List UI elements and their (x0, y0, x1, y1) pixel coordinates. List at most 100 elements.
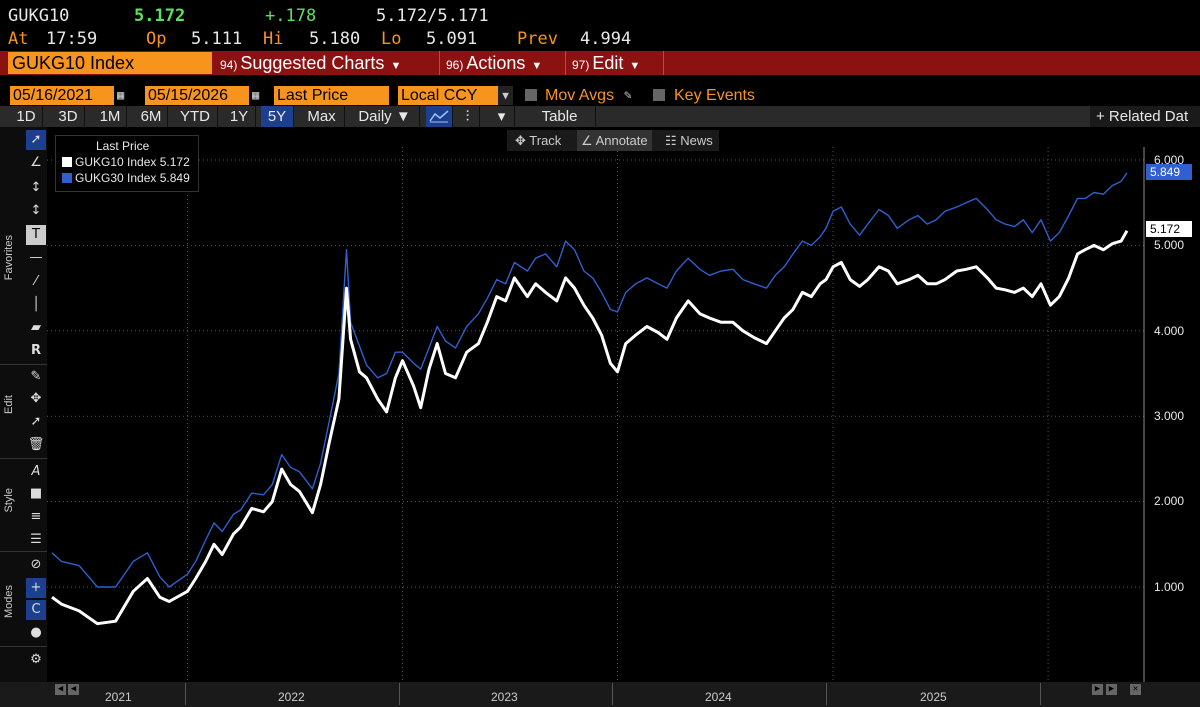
related-data-button[interactable]: + Related Dat (1090, 106, 1200, 127)
field-selector[interactable]: Last Price (274, 86, 389, 105)
line-weight-icon[interactable]: ≡ (30, 509, 42, 524)
key-events-checkbox[interactable] (653, 89, 665, 101)
legend-swatch (62, 157, 72, 167)
bid-ask: 5.172/5.171 (376, 6, 489, 26)
candle-icon[interactable]: ⫶ (456, 106, 480, 127)
high-value: 5.180 (309, 29, 361, 49)
start-date-field[interactable]: 05/16/2021 (10, 86, 114, 105)
x-tick-label: 2024 (705, 690, 732, 704)
calendar-icon[interactable]: ▦ (117, 88, 125, 102)
legend-item-gukg10[interactable]: GUKG10 Index 5.172 (62, 155, 190, 169)
edit-label: Edit (592, 53, 624, 73)
sidebar-divider (0, 458, 47, 459)
track-button[interactable]: ✥ Track (515, 130, 561, 151)
x-tick-label: 2025 (920, 690, 947, 704)
annotate-label: Annotate (595, 133, 648, 148)
scroll-forward-icon[interactable]: ▶ (1092, 684, 1103, 695)
suggested-charts-menu[interactable]: 94) Suggested Charts ▼ (220, 51, 440, 75)
period-max[interactable]: Max (299, 106, 345, 127)
favorites-section-label: Favorites (3, 235, 15, 281)
chevron-down-icon[interactable]: ▾ (489, 106, 515, 127)
scroll-back-icon[interactable]: ◀ (68, 684, 79, 695)
crosshair-off-icon[interactable]: ⊘ (30, 557, 42, 572)
pencil-icon[interactable]: ✎ (30, 369, 42, 384)
toolbar (0, 106, 1200, 127)
legend-item-gukg30[interactable]: GUKG30 Index 5.849 (62, 171, 190, 185)
chevron-down-icon: ▼ (531, 60, 543, 72)
trend-line-icon[interactable]: ⁄ (34, 274, 38, 289)
price-chart[interactable] (47, 127, 1200, 682)
chart-subtoolbar: ✥ Track ∠ Annotate ☷ News (507, 130, 719, 151)
quote-row-1: GUKG10 5.172 +.178 5.172/5.171 (0, 4, 1200, 28)
chart-grid (47, 147, 1144, 682)
move-icon[interactable]: ✥ (30, 391, 42, 406)
x-year-separator (612, 683, 613, 705)
cursor-icon[interactable]: ➚ (26, 130, 46, 150)
period-1y[interactable]: 1Y (223, 106, 256, 127)
calendar-icon[interactable]: ▦ (252, 88, 260, 102)
open-value: 5.111 (191, 29, 243, 49)
line-chart-icon[interactable] (426, 106, 453, 127)
period-3d[interactable]: 3D (52, 106, 85, 127)
horizontal-line-icon[interactable]: — (29, 250, 43, 265)
actions-num: 96) (446, 58, 464, 72)
low-label: Lo (381, 29, 402, 49)
frequency-selector[interactable]: Daily ▼ (350, 106, 420, 127)
trash-icon[interactable]: 🗑 (27, 437, 45, 452)
font-style-icon[interactable]: A (31, 464, 41, 479)
sidebar-divider (0, 364, 47, 365)
period-1m[interactable]: 1M (94, 106, 127, 127)
y-tick-label: 6.000 (1154, 153, 1185, 167)
dollar-tool-icon[interactable]: ↕ (30, 203, 42, 218)
scroll-first-icon[interactable]: ◀ (55, 684, 66, 695)
x-year-separator (185, 683, 186, 705)
mov-avgs-checkbox[interactable] (525, 89, 537, 101)
crosshair-icon: ✥ (515, 133, 530, 148)
legend-series-name: GUKG30 Index (75, 171, 157, 185)
edit-num: 97) (572, 58, 590, 72)
period-5y[interactable]: 5Y (261, 106, 294, 127)
scroll-last-icon[interactable]: ▶ (1106, 684, 1117, 695)
quote-row-2: At 17:59 Op 5.111 Hi 5.180 Lo 5.091 Prev… (0, 27, 1200, 51)
percent-tool-icon[interactable]: ↕ (30, 180, 42, 195)
pencil-icon[interactable]: ✎ (624, 88, 632, 103)
ticker: GUKG10 (8, 6, 70, 26)
actions-menu[interactable]: 96) Actions ▼ (446, 51, 566, 75)
period-6m[interactable]: 6M (135, 106, 168, 127)
x-tick-label: 2022 (278, 690, 305, 704)
colors-icon[interactable]: ● (30, 625, 42, 640)
chart-legend[interactable]: Last Price GUKG10 Index 5.172 GUKG30 Ind… (55, 135, 199, 192)
magnet-icon[interactable]: C (26, 600, 46, 620)
news-button[interactable]: ☷ News (665, 130, 713, 151)
series-line-gukg10[interactable] (51, 229, 1129, 626)
series-line-gukg30[interactable] (51, 172, 1128, 588)
chevron-down-icon[interactable]: ▼ (498, 86, 513, 105)
x-year-separator (826, 683, 827, 705)
crosshair-icon[interactable]: + (26, 578, 46, 598)
annotate-button[interactable]: ∠ Annotate (577, 130, 652, 151)
suggested-charts-label: Suggested Charts (240, 53, 385, 73)
net-change: +.178 (265, 6, 317, 26)
color-square-icon[interactable]: ■ (29, 486, 43, 501)
channel-icon[interactable]: ▰ (31, 320, 41, 335)
legend-swatch (62, 173, 72, 183)
pen-icon: ∠ (581, 133, 596, 148)
period-1d[interactable]: 1D (10, 106, 43, 127)
retracement-icon[interactable]: R (30, 343, 41, 358)
end-date-field[interactable]: 05/15/2026 (145, 86, 249, 105)
security-field[interactable]: GUKG10 Index (8, 52, 212, 74)
text-tool-icon[interactable]: T (26, 225, 46, 245)
high-label: Hi (263, 29, 284, 49)
select-icon[interactable]: ➚ (30, 414, 42, 429)
pen-icon[interactable]: ∠ (30, 155, 42, 170)
close-icon[interactable]: ✕ (1130, 684, 1141, 695)
track-label: Track (529, 133, 562, 148)
vertical-line-icon[interactable]: │ (32, 297, 40, 312)
gear-icon[interactable]: ⚙ (30, 652, 42, 667)
period-ytd[interactable]: YTD (173, 106, 218, 127)
legend-series-value: 5.849 (159, 171, 190, 185)
table-button[interactable]: Table (524, 106, 596, 127)
currency-selector[interactable]: Local CCY (398, 86, 498, 105)
edit-menu[interactable]: 97) Edit ▼ (572, 51, 664, 75)
line-style-icon[interactable]: ☰ (30, 532, 42, 547)
